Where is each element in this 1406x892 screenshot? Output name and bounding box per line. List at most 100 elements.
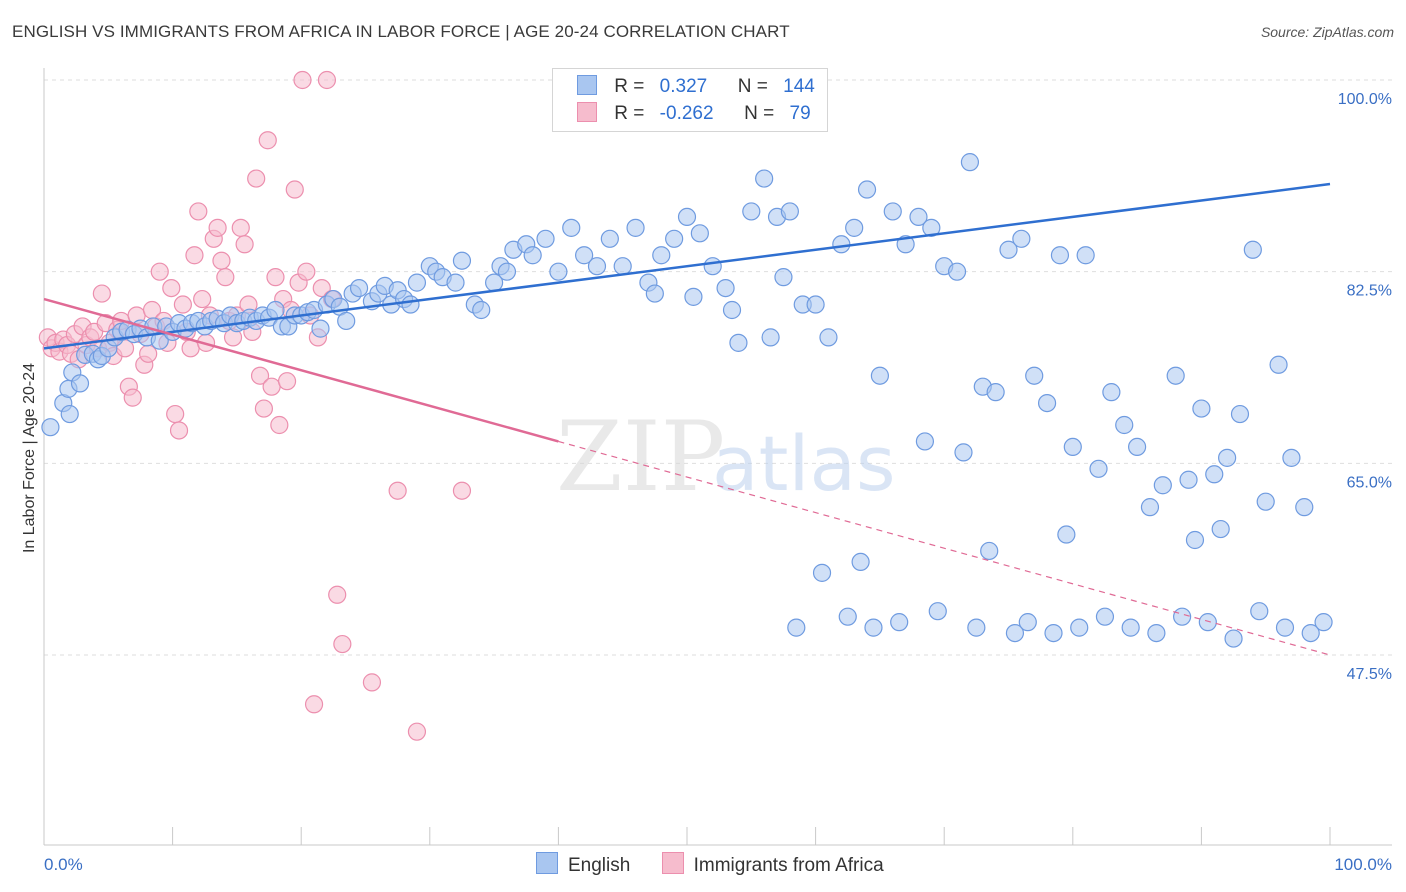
africa-point-67 [297, 262, 316, 281]
english-r-value: 0.327 [659, 76, 708, 97]
africa-point-40 [193, 289, 212, 309]
axes [43, 68, 1392, 846]
x-tick-max: 100.0% [1334, 855, 1392, 874]
english-point-74 [575, 246, 594, 265]
english-point-47 [337, 311, 356, 331]
english-point-110 [1025, 366, 1044, 385]
english-point-77 [613, 257, 632, 276]
english-point-118 [1127, 437, 1147, 457]
english-point-134 [761, 328, 780, 347]
english-point-5 [70, 374, 90, 393]
africa-point-59 [266, 268, 285, 287]
africa-point-50 [231, 218, 250, 237]
legend-row-english: R = 0.327 N = 144 [577, 75, 815, 99]
english-point-152 [1198, 613, 1217, 632]
english-point-144 [1005, 623, 1025, 643]
english-point-89 [755, 169, 774, 188]
english-point-159 [851, 552, 870, 572]
english-point-95 [832, 235, 851, 254]
english-point-119 [1140, 498, 1160, 517]
africa-point-45 [212, 251, 231, 270]
africa-point-57 [258, 131, 277, 150]
english-point-113 [1063, 437, 1082, 457]
english-point-158 [812, 563, 832, 582]
english-point-86 [716, 278, 735, 298]
africa-point-33 [166, 404, 185, 424]
y-tick-label-1: 82.5% [1347, 283, 1392, 300]
africa-trendline-solid [43, 297, 559, 443]
english-point-101 [909, 207, 928, 227]
english-point-64 [472, 300, 491, 320]
africa-point-69 [304, 695, 324, 714]
english-trendline [43, 182, 1331, 350]
english-point-130 [1282, 448, 1301, 467]
correlation-legend: R = 0.327 N = 144 R = -0.262 N = 79 [552, 68, 828, 132]
africa-point-54 [247, 169, 266, 188]
english-point-128 [1256, 492, 1275, 511]
english-point-67 [497, 262, 517, 281]
english-point-94 [819, 328, 838, 347]
africa-point-79 [452, 481, 472, 500]
english-point-151 [1173, 607, 1192, 626]
english-n-value: 144 [783, 76, 815, 97]
english-point-156 [1301, 623, 1320, 643]
english-point-145 [1018, 613, 1037, 632]
x-tick-min: 0.0% [44, 855, 83, 874]
english-point-125 [1218, 448, 1237, 467]
africa-r-value: -0.262 [659, 103, 714, 124]
africa-point-44 [208, 218, 227, 237]
english-point-135 [774, 268, 793, 287]
english-point-93 [806, 295, 825, 314]
africa-point-32 [162, 278, 181, 298]
watermark-atlas: atlas [712, 419, 896, 508]
y-tick-label-0: 100.0% [1338, 91, 1392, 108]
english-point-149 [1121, 618, 1140, 637]
legend-item-africa[interactable]: Immigrants from Africa [661, 852, 884, 877]
english-point-102 [922, 218, 941, 237]
legend-item-english[interactable]: English [536, 852, 630, 877]
english-point-124 [1205, 465, 1224, 484]
africa-point-38 [185, 246, 204, 265]
africa-point-72 [317, 70, 337, 90]
english-point-91 [780, 202, 799, 221]
english-point-105 [960, 153, 980, 172]
africa-point-66 [293, 70, 312, 90]
english-point-136 [915, 432, 935, 451]
africa-point-78 [407, 722, 427, 741]
series-legend: English Immigrants from Africa [536, 852, 910, 877]
english-point-146 [1044, 623, 1063, 643]
africa-point-60 [270, 415, 289, 435]
english-point-126 [1230, 404, 1250, 424]
english-point-141 [890, 613, 909, 632]
english-r-label: R = [614, 76, 645, 97]
english-point-115 [1089, 459, 1108, 478]
english-point-88 [742, 202, 761, 221]
english-legend-label: English [568, 855, 631, 876]
english-point-71 [536, 229, 555, 248]
africa-point-39 [189, 202, 208, 221]
english-point-147 [1070, 618, 1089, 637]
english-point-112 [1050, 246, 1070, 265]
africa-point-14 [92, 284, 111, 303]
africa-n-value: 79 [789, 103, 811, 124]
grid-lines [44, 79, 1392, 656]
source-label: Source: ZipAtlas.com [1260, 24, 1394, 40]
english-point-122 [1179, 470, 1198, 489]
trendlines [43, 182, 1331, 656]
y-tick-labels: 100.0% 82.5% 65.0% 47.5% [1338, 91, 1392, 683]
english-point-162 [1185, 530, 1205, 550]
english-point-43 [311, 319, 330, 338]
watermark-zip: ZIP [556, 401, 725, 513]
africa-legend-label: Immigrants from Africa [693, 855, 884, 876]
english-point-154 [1250, 602, 1269, 621]
english-point-3 [60, 404, 79, 424]
english-legend-swatch [536, 852, 558, 874]
english-point-121 [1166, 366, 1185, 385]
africa-point-51 [235, 235, 254, 254]
english-point-109 [1012, 229, 1031, 248]
english-point-129 [1269, 355, 1288, 374]
english-point-123 [1192, 399, 1211, 418]
africa-legend-swatch [661, 852, 684, 874]
english-point-83 [677, 207, 697, 227]
africa-point-64 [285, 180, 304, 199]
